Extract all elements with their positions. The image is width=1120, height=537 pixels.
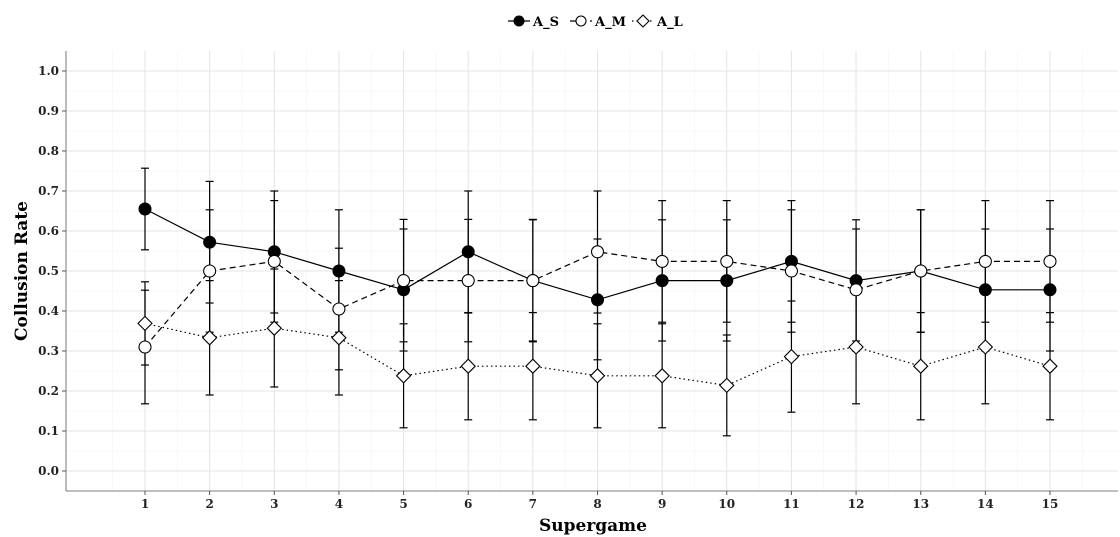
x-tick-label: 5 bbox=[399, 497, 407, 511]
x-tick-label: 8 bbox=[593, 497, 601, 511]
data-point-a-l bbox=[719, 377, 735, 394]
series-line-a-m bbox=[144, 251, 1050, 348]
data-point-a-l bbox=[912, 358, 929, 374]
data-point-a-m bbox=[849, 283, 863, 297]
data-point-a-l bbox=[460, 358, 476, 374]
data-point-a-l bbox=[266, 320, 283, 336]
y-tick-label: 0.0 bbox=[38, 464, 59, 478]
legend-marker-a-s bbox=[513, 15, 525, 27]
x-tick-label: 2 bbox=[205, 497, 213, 511]
data-point-a-m bbox=[397, 274, 411, 288]
x-axis: 1 2 3 4 5 6 7 8 9 10 11 12 13 14 15 bbox=[66, 490, 1118, 511]
y-axis-title: Collusion Rate bbox=[12, 201, 32, 341]
data-point-a-l bbox=[977, 339, 994, 355]
data-point-a-m bbox=[526, 274, 540, 288]
data-point-a-l bbox=[525, 358, 541, 374]
y-tick-label: 0.2 bbox=[38, 384, 59, 398]
data-point-a-m bbox=[138, 340, 152, 354]
data-point-a-m bbox=[914, 264, 928, 278]
y-tick-label: 0.9 bbox=[38, 104, 59, 118]
data-point-a-m bbox=[720, 254, 734, 268]
x-tick-label: 11 bbox=[783, 497, 800, 511]
x-tick-label: 7 bbox=[529, 497, 537, 511]
data-point-a-l bbox=[848, 339, 864, 355]
data-point-a-s bbox=[591, 293, 604, 307]
x-tick-label: 4 bbox=[335, 497, 343, 511]
x-tick-label: 12 bbox=[848, 497, 865, 511]
y-tick-label: 0.7 bbox=[38, 184, 59, 198]
data-point-a-s bbox=[138, 202, 152, 216]
y-tick-label: 0.3 bbox=[38, 344, 59, 358]
y-tick-label: 0.8 bbox=[38, 144, 59, 158]
data-point-a-m bbox=[590, 245, 605, 259]
legend-item-a-s: A_S bbox=[508, 15, 559, 30]
x-tick-label: 14 bbox=[977, 497, 994, 511]
x-axis-title: Supergame bbox=[539, 516, 647, 536]
data-point-a-l bbox=[783, 348, 800, 365]
y-tick-label: 0.1 bbox=[38, 424, 59, 438]
data-point-a-m bbox=[332, 302, 346, 316]
data-point-a-l bbox=[331, 330, 347, 346]
x-tick-label: 1 bbox=[141, 497, 149, 511]
y-tick-label: 1.0 bbox=[38, 64, 59, 78]
data-point-a-s bbox=[1043, 283, 1057, 297]
x-tick-label: 13 bbox=[912, 497, 929, 511]
data-point-a-m bbox=[267, 254, 281, 268]
legend: A_S A_M A_L bbox=[508, 14, 683, 30]
x-tick-label: 15 bbox=[1042, 497, 1059, 511]
data-point-a-s bbox=[720, 274, 734, 288]
x-tick-label: 6 bbox=[464, 497, 472, 511]
data-point-a-s bbox=[655, 274, 669, 288]
legend-label-a-m: A_M bbox=[594, 15, 626, 30]
y-tick-label: 0.5 bbox=[38, 264, 59, 278]
legend-label-a-s: A_S bbox=[532, 15, 559, 30]
data-point-a-l bbox=[137, 315, 153, 332]
y-tick-label: 0.6 bbox=[38, 224, 59, 238]
data-point-a-s bbox=[461, 245, 475, 259]
data-point-a-l bbox=[201, 330, 218, 346]
data-point-a-l bbox=[395, 368, 412, 384]
data-markers bbox=[137, 202, 1058, 394]
series-line-a-l bbox=[144, 322, 1051, 387]
data-point-a-m bbox=[203, 264, 217, 278]
legend-marker-a-m bbox=[575, 15, 587, 27]
data-point-a-l bbox=[654, 368, 670, 384]
data-point-a-s bbox=[332, 264, 346, 278]
data-point-a-m bbox=[655, 254, 669, 268]
data-point-a-l bbox=[589, 368, 606, 384]
legend-item-a-m: A_M bbox=[570, 15, 626, 30]
data-point-a-s bbox=[203, 235, 217, 249]
data-point-a-m bbox=[978, 254, 992, 268]
y-axis: 0.0 0.1 0.2 0.3 0.4 0.5 0.6 0.7 0.8 0.9 1.0 bbox=[38, 51, 67, 491]
data-point-a-m bbox=[1043, 254, 1057, 268]
data-point-a-m bbox=[461, 274, 475, 288]
x-tick-label: 3 bbox=[270, 497, 278, 511]
data-point-a-s bbox=[978, 283, 992, 297]
x-tick-label: 10 bbox=[718, 497, 735, 511]
y-tick-label: 0.4 bbox=[38, 304, 59, 318]
data-point-a-l bbox=[1042, 358, 1058, 374]
x-tick-label: 9 bbox=[658, 497, 666, 511]
legend-label-a-l: A_L bbox=[656, 15, 683, 30]
legend-item-a-l: A_L bbox=[632, 14, 683, 30]
legend-marker-a-l bbox=[636, 14, 650, 28]
data-point-a-m bbox=[784, 264, 798, 278]
